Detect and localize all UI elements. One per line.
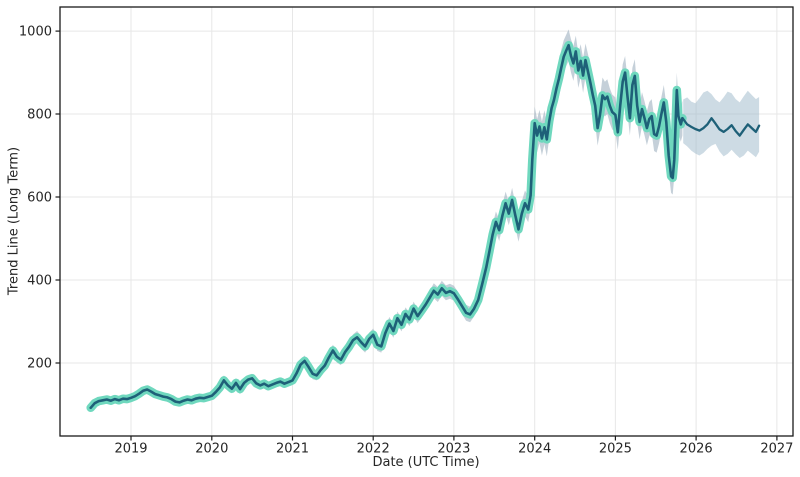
x-tick-label-2027: 2027 — [760, 442, 793, 457]
y-tick-label-400: 400 — [27, 274, 52, 289]
x-tick-label-2023: 2023 — [437, 442, 470, 457]
x-tick-label-2024: 2024 — [518, 442, 551, 457]
y-tick-label-800: 800 — [27, 108, 52, 123]
x-tick-label-2020: 2020 — [195, 442, 228, 457]
x-tick-label-2019: 2019 — [114, 442, 147, 457]
x-tick-label-2025: 2025 — [599, 442, 632, 457]
x-tick-label-2022: 2022 — [357, 442, 390, 457]
history-line — [89, 43, 684, 410]
forecast-confidence-band — [683, 90, 760, 158]
y-tick-label-200: 200 — [27, 357, 52, 372]
y-tick-label-600: 600 — [27, 191, 52, 206]
forecast-line — [681, 117, 761, 137]
plot-frame — [59, 6, 794, 437]
y-tick-label-1000: 1000 — [19, 25, 52, 40]
y-axis-title: Trend Line (Long Term) — [6, 146, 22, 296]
x-tick-label-2026: 2026 — [680, 442, 713, 457]
x-axis-title: Date (UTC Time) — [372, 455, 480, 470]
x-tick-label-2021: 2021 — [276, 442, 309, 457]
